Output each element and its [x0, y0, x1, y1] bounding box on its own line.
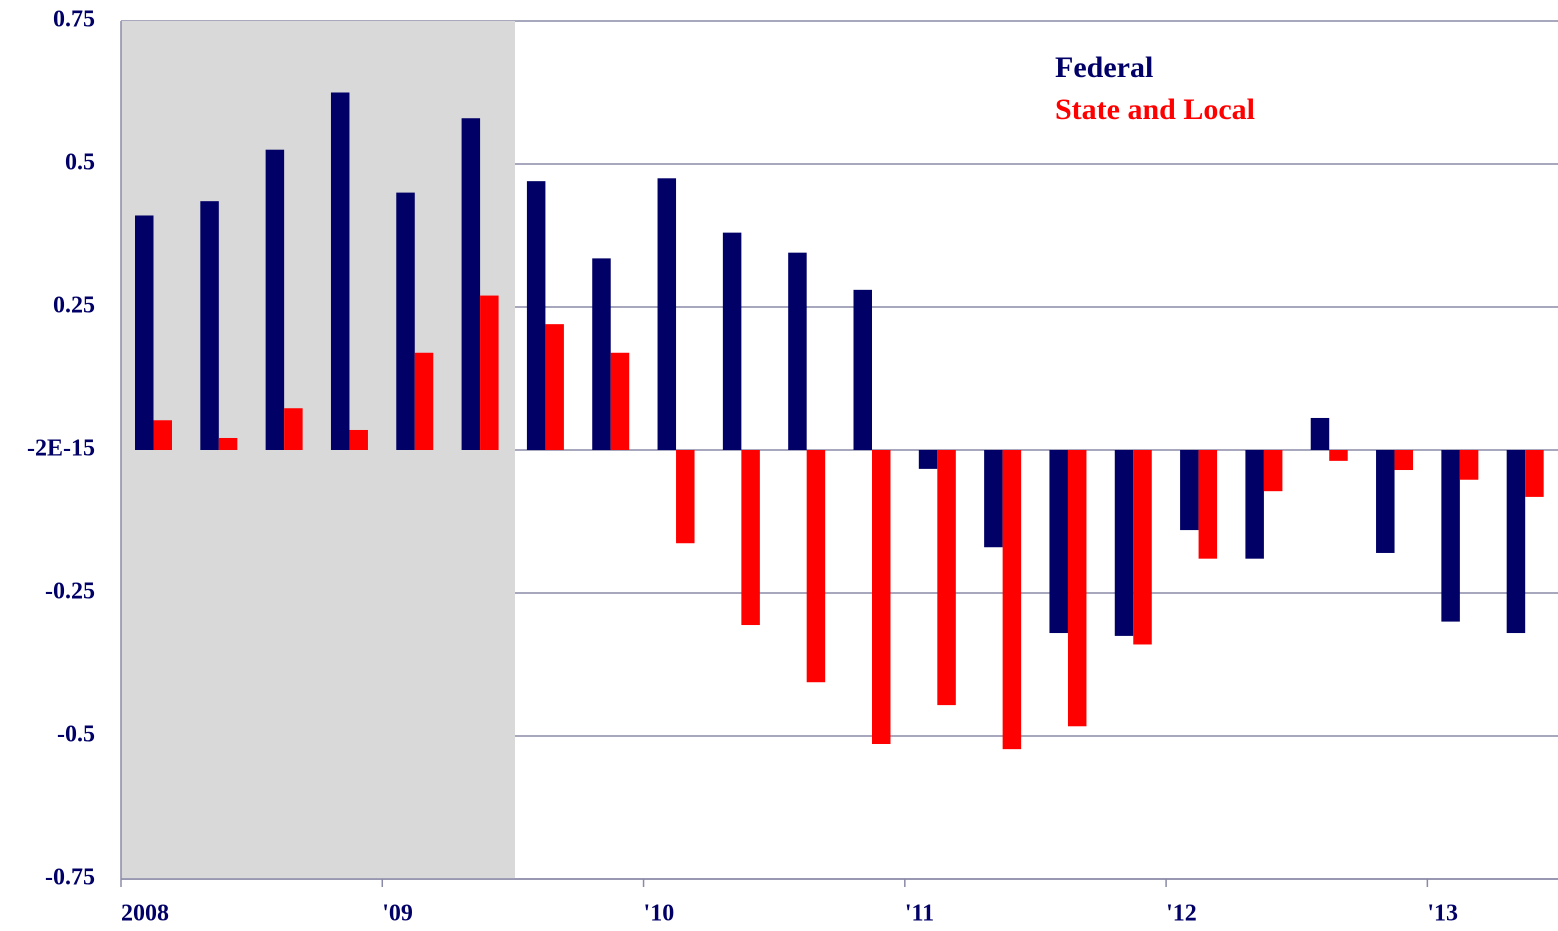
legend-entry: Federal	[1055, 51, 1153, 84]
bar	[265, 149, 285, 450]
bar	[1114, 450, 1134, 636]
bar	[984, 450, 1003, 548]
x-tick-label: '11	[905, 901, 934, 927]
bar	[349, 429, 368, 450]
y-tick-label: 0.5	[65, 150, 95, 176]
bar	[461, 118, 481, 451]
bar	[526, 181, 546, 450]
bar	[937, 450, 956, 706]
bar	[722, 232, 742, 450]
bar	[1441, 450, 1460, 622]
bars	[135, 92, 1544, 750]
bar	[1198, 450, 1218, 559]
x-tick-label: 2008	[121, 901, 169, 927]
bar	[396, 192, 415, 450]
x-tick-label: '10	[644, 901, 675, 927]
bar	[610, 352, 630, 450]
bar	[1459, 450, 1479, 480]
y-tick-label: -0.5	[57, 722, 95, 748]
bar	[1245, 450, 1264, 559]
bar	[872, 450, 891, 745]
bar	[480, 295, 499, 450]
bar	[676, 450, 695, 544]
x-tick-label: '12	[1166, 901, 1197, 927]
bar	[1310, 417, 1330, 450]
bar	[853, 289, 872, 450]
bar	[1376, 450, 1395, 553]
bar	[657, 178, 677, 451]
bar	[918, 450, 938, 469]
x-tick-label: '13	[1427, 901, 1458, 927]
bar	[414, 352, 434, 450]
bar	[1049, 450, 1068, 634]
bar	[1002, 450, 1022, 750]
recession-shade	[121, 21, 515, 879]
bar	[1263, 450, 1283, 492]
y-tick-label: -0.25	[45, 579, 95, 605]
bar	[806, 450, 826, 683]
bar	[1394, 450, 1414, 471]
bar	[592, 258, 611, 450]
bar	[1067, 450, 1087, 727]
bar	[1525, 450, 1544, 497]
bar	[153, 420, 172, 450]
bar	[1506, 450, 1526, 634]
bar	[284, 408, 303, 450]
bar	[545, 324, 564, 450]
bar	[218, 437, 238, 450]
bar	[1329, 450, 1348, 461]
bar	[1180, 450, 1199, 531]
y-tick-label: -2E-15	[27, 436, 95, 462]
x-tick-label: '09	[382, 901, 413, 927]
bar	[1133, 450, 1152, 645]
y-tick-label: -0.75	[45, 865, 95, 891]
y-tick-label: 0.75	[53, 7, 95, 33]
legend-entry: State and Local	[1055, 93, 1255, 126]
bar	[788, 252, 807, 450]
bar	[330, 92, 350, 450]
bar	[741, 450, 760, 626]
y-tick-label: 0.25	[53, 293, 95, 319]
bar	[200, 201, 219, 450]
bar	[135, 215, 154, 450]
